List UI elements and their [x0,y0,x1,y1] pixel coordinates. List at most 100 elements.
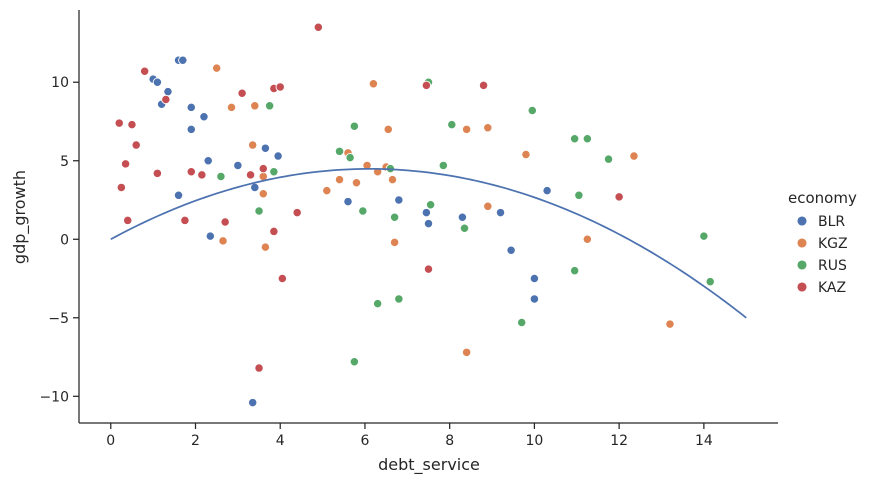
y-tick-label: −5 [48,311,69,327]
point-rus [349,121,360,131]
point-rus [705,277,715,287]
x-tick-label: 6 [360,433,369,449]
point-blr [394,195,404,205]
point-kaz [254,363,264,373]
point-rus [582,134,593,144]
point-kgz [483,123,493,133]
point-blr [260,143,271,153]
point-rus [574,190,584,200]
point-kgz [461,347,472,357]
point-kgz [389,237,400,248]
point-rus [373,299,383,309]
legend-label-kgz: KGZ [818,236,848,252]
point-kgz [351,178,362,188]
legend: economy BLR KGZ RUS KAZ [788,189,857,296]
y-axis: −10 −5 0 5 10 [39,10,80,423]
point-blr [233,160,243,171]
point-rus [349,357,360,367]
point-blr [273,151,283,161]
point-kgz [383,124,393,134]
point-kaz [161,94,171,105]
point-kaz [614,192,624,202]
y-axis-title: gdp_growth [10,170,30,264]
point-kaz [423,264,434,274]
legend-marker-kgz [796,237,808,249]
point-kaz [131,140,141,150]
point-blr [506,245,516,255]
point-kgz [461,124,472,134]
point-blr [250,182,260,193]
point-blr [152,77,163,87]
point-kaz [127,119,137,130]
plot-area [110,22,747,408]
point-rus [358,206,368,216]
point-blr [343,196,353,207]
point-rus [254,206,264,216]
point-kgz [250,101,260,111]
point-rus [459,223,470,233]
x-tick-label: 14 [695,433,713,449]
y-tick-label: 0 [60,232,69,248]
point-blr [248,397,258,408]
point-rus [517,317,527,328]
point-kaz [245,170,256,180]
legend-label-kaz: KAZ [818,280,846,296]
point-kaz [478,80,489,91]
point-blr [163,87,173,97]
point-kgz [368,79,379,89]
point-rus [345,152,355,163]
legend-marker-blr [796,215,808,227]
x-tick-label: 8 [445,433,454,449]
point-blr [186,124,196,134]
y-tick-label: 5 [60,154,69,170]
point-kgz [483,201,493,211]
point-kaz [269,226,279,237]
point-rus [699,231,709,241]
point-kaz [275,82,285,92]
point-blr [203,156,213,166]
legend-marker-kaz [796,281,808,293]
point-kgz [665,319,675,329]
y-tick-label: −10 [39,389,69,405]
point-kgz [248,140,258,150]
point-blr [423,218,434,229]
point-kaz [140,66,150,76]
point-kgz [629,151,639,161]
point-kgz [521,149,531,160]
point-blr [457,212,468,222]
point-blr [199,112,209,122]
point-kgz [334,174,345,185]
point-rus [389,212,400,222]
x-tick-label: 12 [610,433,628,449]
legend-label-rus: RUS [818,258,847,274]
point-kgz [226,102,237,113]
legend-title: economy [788,189,857,207]
x-axis: 0 2 4 6 8 10 12 14 [79,422,778,449]
point-rus [570,266,580,276]
point-kaz [421,80,432,91]
point-rus [438,160,448,171]
point-blr [173,190,184,200]
trend-line [110,168,747,319]
x-tick-label: 10 [525,433,543,449]
point-rus [425,200,436,210]
point-rus [527,105,537,116]
point-kaz [116,182,127,193]
point-blr [178,55,188,65]
y-tick-label: 10 [51,75,69,91]
point-blr [495,207,506,218]
point-kaz [292,207,302,218]
point-blr [205,231,215,241]
point-rus [447,119,457,130]
legend-label-blr: BLR [818,214,845,230]
point-kaz [220,217,230,227]
point-rus [264,101,275,111]
point-rus [216,171,226,182]
point-kaz [114,118,124,128]
point-kgz [258,189,268,199]
point-blr [529,294,540,304]
point-kgz [218,236,228,246]
x-axis-title: debt_service [378,455,480,475]
point-kaz [237,88,247,98]
